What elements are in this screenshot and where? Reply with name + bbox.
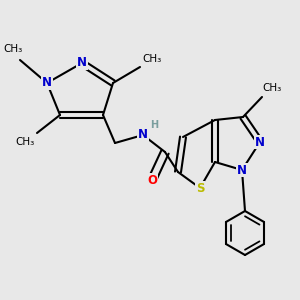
Text: N: N [42,76,52,89]
Text: H: H [150,120,158,130]
Text: CH₃: CH₃ [3,44,22,54]
Text: CH₃: CH₃ [15,137,34,147]
Text: N: N [138,128,148,142]
Text: N: N [255,136,265,148]
Text: CH₃: CH₃ [262,83,282,93]
Text: N: N [77,56,87,70]
Text: N: N [237,164,247,176]
Text: S: S [196,182,204,194]
Text: O: O [147,173,157,187]
Text: CH₃: CH₃ [142,54,162,64]
